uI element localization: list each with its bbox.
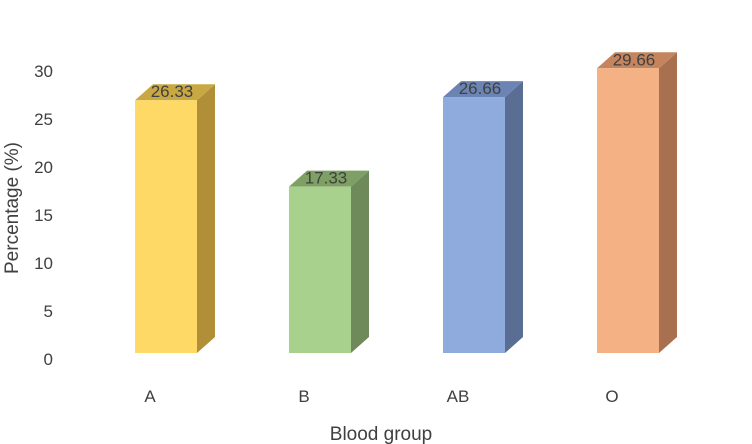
bar-side <box>659 52 677 353</box>
x-tick-label: AB <box>447 387 470 406</box>
data-label: 26.66 <box>459 79 502 98</box>
y-tick-label: 5 <box>44 302 53 321</box>
data-label: 26.33 <box>151 82 194 101</box>
bar-side <box>505 81 523 354</box>
bar-front <box>443 97 505 354</box>
y-axis-title: Percentage (%) <box>2 142 23 274</box>
bar-front <box>597 68 659 353</box>
bar-o <box>597 52 677 353</box>
y-tick-label: 25 <box>34 110 53 129</box>
bar-top <box>597 52 677 69</box>
x-axis-ticks: A B AB O <box>144 387 618 406</box>
data-labels: 26.33 17.33 26.66 29.66 <box>151 50 656 187</box>
y-tick-label: 30 <box>34 62 53 81</box>
bars <box>135 52 677 354</box>
x-tick-label: B <box>298 387 309 406</box>
data-label: 17.33 <box>305 169 348 188</box>
bar-a <box>135 84 215 354</box>
bar-b <box>289 170 369 353</box>
bar-top <box>443 81 523 98</box>
x-tick-label: O <box>605 387 618 406</box>
bar-top <box>289 170 369 187</box>
y-tick-label: 15 <box>34 206 53 225</box>
bar-side <box>197 84 215 354</box>
bar-side <box>351 170 369 353</box>
data-label: 29.66 <box>613 50 656 69</box>
bar-front <box>135 100 197 354</box>
y-tick-label: 10 <box>34 254 53 273</box>
x-axis-title: Blood group <box>330 424 432 444</box>
y-tick-label: 0 <box>44 350 53 369</box>
y-axis-ticks: 0 5 10 15 20 25 30 <box>34 62 53 369</box>
bar-front <box>289 186 351 353</box>
y-tick-label: 20 <box>34 158 53 177</box>
bar-top <box>135 84 215 101</box>
bar-ab <box>443 81 523 354</box>
x-tick-label: A <box>144 387 156 406</box>
